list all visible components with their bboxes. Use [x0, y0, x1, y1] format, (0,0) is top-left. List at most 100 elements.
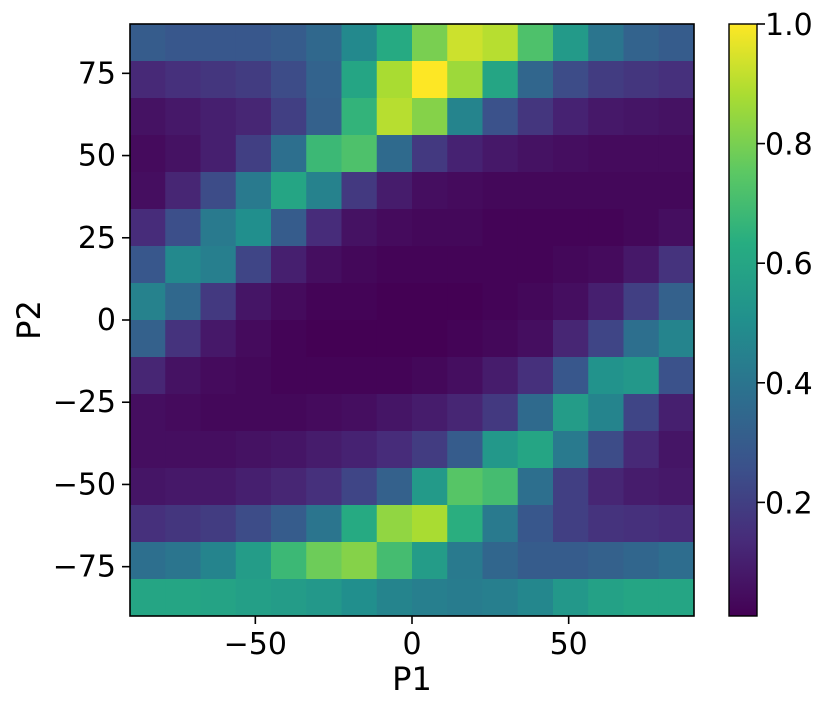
heatmap-cell [200, 172, 237, 210]
heatmap-cell [482, 468, 519, 506]
heatmap-cell [658, 431, 695, 469]
heatmap-cell [130, 246, 166, 284]
heatmap-cell [658, 135, 695, 173]
heatmap-cell [130, 98, 166, 136]
heatmap-cell [447, 579, 483, 617]
heatmap-cell [130, 505, 166, 543]
heatmap-cell [517, 135, 554, 173]
y-tick-label: 50 [78, 139, 116, 174]
heatmap-cell [553, 246, 589, 284]
heatmap-cell [165, 431, 201, 469]
heatmap-cell [623, 61, 660, 99]
heatmap-cell [482, 431, 519, 469]
heatmap-cell [165, 542, 201, 580]
heatmap-cell [306, 246, 342, 284]
heatmap-cell [658, 394, 695, 432]
heatmap-cell [271, 320, 307, 358]
heatmap-cell [482, 542, 519, 580]
heatmap-cell [588, 172, 624, 210]
heatmap-cell [482, 246, 519, 284]
heatmap-cell [165, 579, 201, 617]
heatmap-cell [341, 357, 378, 395]
heatmap-cell [412, 357, 448, 395]
heatmap-cell [623, 283, 660, 321]
heatmap-cell [376, 98, 413, 136]
heatmap-cell [341, 283, 378, 321]
heatmap-cell [553, 579, 589, 617]
heatmap-cell [130, 61, 166, 99]
heatmap-cell [658, 172, 695, 210]
heatmap-cell [306, 394, 342, 432]
heatmap-cell [447, 320, 483, 358]
heatmap-cell [482, 61, 519, 99]
heatmap-cell [658, 357, 695, 395]
heatmap-cell [271, 505, 307, 543]
heatmap-cell [235, 542, 272, 580]
heatmap-cell [658, 98, 695, 136]
heatmap-cell [341, 431, 378, 469]
heatmap-cell [235, 61, 272, 99]
heatmap-cell [553, 468, 589, 506]
heatmap-cell [306, 542, 342, 580]
colorbar-tick-label: 0.2 [765, 486, 813, 521]
heatmap-cell [341, 209, 378, 247]
heatmap-cell [341, 246, 378, 284]
heatmap-cell [517, 357, 554, 395]
heatmap-cell [517, 283, 554, 321]
heatmap-cell [517, 98, 554, 136]
heatmap-cell [412, 505, 448, 543]
heatmap-cell [200, 246, 237, 284]
heatmap-cell [517, 431, 554, 469]
colorbar-tick-label: 0.6 [765, 247, 813, 282]
heatmap-cell [553, 24, 589, 62]
heatmap-cell [412, 283, 448, 321]
heatmap-cell [200, 283, 237, 321]
heatmap-cell [447, 209, 483, 247]
heatmap-cell [376, 283, 413, 321]
colorbar [728, 23, 758, 617]
heatmap-cell [517, 172, 554, 210]
heatmap-cell [623, 135, 660, 173]
colorbar-axis: 0.2 0.4 0.6 0.8 1.0 [757, 8, 813, 521]
heatmap-cell [165, 24, 201, 62]
heatmap-cell [517, 209, 554, 247]
heatmap-cell [376, 542, 413, 580]
x-tick-label: 50 [550, 627, 588, 662]
heatmap-cell [376, 431, 413, 469]
heatmap-cell [271, 172, 307, 210]
heatmap-cell [271, 431, 307, 469]
heatmap-cell [517, 468, 554, 506]
heatmap-cells [130, 24, 695, 617]
heatmap-cell [588, 246, 624, 284]
heatmap-cell [623, 172, 660, 210]
heatmap-cell [623, 579, 660, 617]
heatmap-cell [130, 394, 166, 432]
heatmap-cell [235, 357, 272, 395]
heatmap-cell [376, 579, 413, 617]
heatmap-cell [553, 135, 589, 173]
heatmap-cell [376, 246, 413, 284]
heatmap-cell [482, 209, 519, 247]
y-tick-label: −25 [53, 385, 116, 420]
heatmap-cell [376, 394, 413, 432]
heatmap-cell [235, 98, 272, 136]
heatmap-cell [658, 24, 695, 62]
heatmap-cell [200, 61, 237, 99]
heatmap-cell [447, 505, 483, 543]
heatmap-cell [588, 61, 624, 99]
heatmap-cell [271, 98, 307, 136]
heatmap-cell [623, 357, 660, 395]
heatmap-cell [306, 61, 342, 99]
heatmap-cell [306, 357, 342, 395]
heatmap-cell [165, 135, 201, 173]
heatmap-cell [553, 431, 589, 469]
heatmap-cell [200, 98, 237, 136]
heatmap-cell [165, 61, 201, 99]
heatmap-cell [623, 24, 660, 62]
heatmap-cell [482, 283, 519, 321]
heatmap-cell [658, 283, 695, 321]
heatmap-cell [447, 172, 483, 210]
heatmap-cell [412, 320, 448, 358]
y-tick-label: 0 [97, 303, 116, 338]
heatmap-cell [341, 505, 378, 543]
